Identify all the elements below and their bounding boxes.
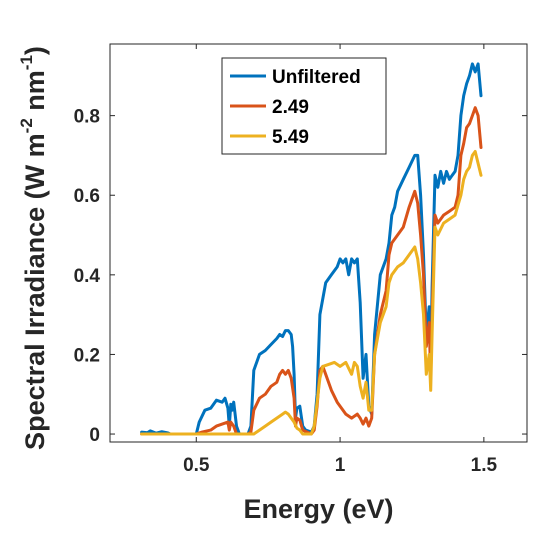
x-tick-label: 0.5: [183, 455, 210, 476]
y-tick-label: 0.2: [74, 345, 100, 366]
y-axis-title-mid: nm: [20, 70, 50, 118]
legend-label-1: 2.49: [272, 97, 309, 118]
x-tick-label: 1: [335, 455, 346, 476]
legend-label-0: Unfiltered: [272, 67, 361, 88]
series-line-2: [140, 150, 483, 436]
ticks-layer: 0.5 1 1.5 0 0.2 0.4 0.6 0.8: [74, 44, 527, 476]
y-axis-title-main: Spectral Irradiance (W m: [20, 133, 50, 450]
y-axis-title: Spectral Irradiance (W m-2 nm-1): [17, 46, 50, 450]
y-tick-label: 0.4: [74, 266, 101, 287]
y-tick-label: 0: [89, 425, 100, 446]
legend: Unfiltered 2.49 5.49: [221, 57, 387, 155]
x-tick-label: 1.5: [471, 455, 498, 476]
series-line-0: [140, 62, 483, 436]
x-axis-title: Energy (eV): [243, 494, 393, 524]
y-axis-title-end: ): [20, 46, 50, 55]
y-axis-title-sup2: -1: [17, 55, 36, 70]
series-layer: [140, 62, 483, 436]
y-tick-label: 0.6: [74, 186, 100, 207]
legend-label-2: 5.49: [272, 127, 309, 148]
y-tick-label: 0.8: [74, 107, 100, 128]
y-axis-title-sup1: -2: [17, 118, 36, 133]
axes-box: [109, 43, 528, 443]
